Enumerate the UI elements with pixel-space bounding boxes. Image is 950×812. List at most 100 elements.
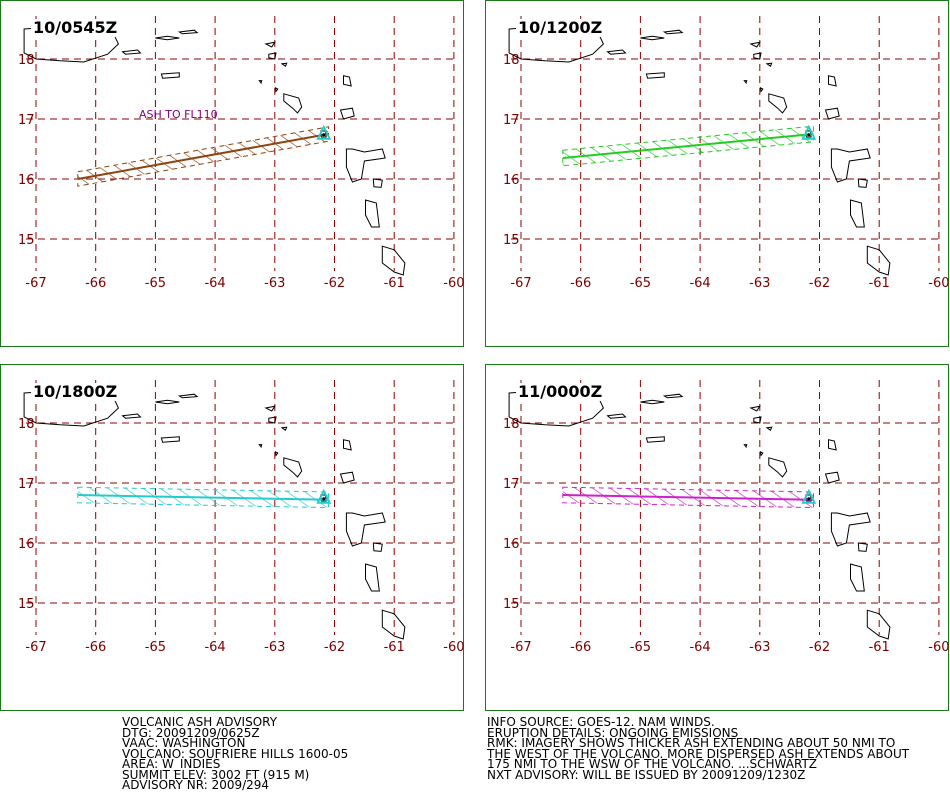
coastline-virgin-islands — [640, 35, 665, 41]
lon-tick-label: -65 — [630, 276, 651, 291]
lat-tick-label: 16 — [503, 173, 520, 188]
coastline-st-kitts-nevis — [283, 457, 303, 478]
coastline-barbuda — [343, 439, 352, 451]
ash-note: ASH TO FL110 — [139, 108, 218, 121]
volcano-marker-icon — [801, 488, 817, 504]
lon-tick-label: -66 — [85, 640, 106, 655]
advisory-line: VAAC: WASHINGTON — [122, 736, 246, 750]
lon-tick-label: -64 — [204, 640, 225, 655]
volcano-dot — [807, 133, 811, 137]
coastline-barbuda — [828, 439, 837, 451]
ash-cloud-axis — [562, 133, 814, 159]
advisory-right: INFO SOURCE: GOES-12. NAM WINDS. ERUPTIO… — [487, 716, 910, 780]
coastline-st-eustatius — [274, 450, 279, 457]
coastline-st-martin — [268, 52, 277, 60]
coastline-marie-galante — [857, 542, 868, 552]
volcano-marker-icon — [801, 124, 817, 140]
panel-title: 10/0545Z — [31, 18, 120, 37]
advisory-line: SUMMIT ELEV: 3002 FT (915 M) — [122, 767, 310, 782]
advisory-line: ADVISORY NR: 2009/294 — [122, 778, 270, 792]
coastline-st-martin — [753, 52, 762, 60]
lon-tick-label: -67 — [25, 276, 46, 291]
lon-tick-label: -65 — [145, 640, 166, 655]
lon-tick-label: -63 — [264, 276, 285, 291]
lon-tick-label: -64 — [689, 276, 710, 291]
map-panel-2: -67 -66 -65 -64 -63 -62 -61 -60 18 17 16 15 10/1200… — [485, 0, 950, 347]
coastline-saba — [743, 80, 748, 85]
lon-tick-label: -63 — [264, 640, 285, 655]
panel-title: 11/0000Z — [516, 382, 605, 401]
coastline-marie-galante — [372, 542, 383, 552]
coastline-guadeloupe — [830, 148, 871, 183]
coastline-vieques — [606, 49, 627, 55]
coastline-st-eustatius — [759, 86, 764, 93]
coastline-dominica — [850, 563, 865, 592]
coastline-st-kitts-nevis — [283, 93, 303, 114]
lon-tick-label: -62 — [809, 640, 830, 655]
lon-tick-label: -61 — [869, 640, 890, 655]
coastline-virgin-islands-2 — [662, 29, 684, 35]
coastline-vieques — [121, 413, 142, 419]
map-panel-1: -67 -66 -65 -64 -63 -62 -61 -60 18 17 16 15 10/0545… — [0, 0, 465, 347]
lon-tick-label: -65 — [145, 276, 166, 291]
coastline-vieques — [121, 49, 142, 55]
coastline-guadeloupe — [345, 148, 386, 183]
coastline-st-kitts-nevis — [768, 93, 788, 114]
coastline-virgin-islands-2 — [177, 29, 199, 35]
coastline-st-barth — [280, 426, 288, 431]
lat-tick-label: 18 — [18, 53, 35, 68]
coastline-antigua — [339, 107, 355, 120]
lon-tick-label: -61 — [869, 276, 890, 291]
lat-tick-label: 16 — [18, 173, 35, 188]
coastline-martinique — [866, 609, 891, 640]
coastline-anguilla — [749, 41, 761, 48]
lat-tick-label: 17 — [18, 477, 35, 492]
coastline-st-croix — [645, 72, 665, 79]
panel-title: 10/1200Z — [516, 18, 605, 37]
coastline-st-croix — [160, 436, 180, 443]
lon-tick-label: -60 — [928, 640, 949, 655]
map-panel-3: -67 -66 -65 -64 -63 -62 -61 -60 18 17 16 15 10/1800… — [0, 364, 465, 711]
coastline-guadeloupe — [345, 512, 386, 547]
advisory-line: THE WEST OF THE VOLCANO. MORE DISPERSED … — [487, 746, 910, 761]
lon-tick-label: -66 — [570, 640, 591, 655]
coastline-st-barth — [765, 62, 773, 67]
advisory-line: 175 NMI TO THE WSW OF THE VOLCANO. ...SC… — [487, 757, 817, 771]
panel-title: 10/1800Z — [31, 382, 120, 401]
lat-tick-label: 18 — [503, 417, 520, 432]
coastline-antigua — [824, 471, 840, 484]
map-panel-4: -67 -66 -65 -64 -63 -62 -61 -60 18 17 16 15 11/0000… — [485, 364, 950, 711]
ash-cloud-axis — [562, 494, 814, 501]
coastline-st-barth — [765, 426, 773, 431]
coastline-barbuda — [343, 75, 352, 87]
coastline-st-croix — [645, 436, 665, 443]
coastline-virgin-islands — [155, 399, 180, 405]
coastline-marie-galante — [372, 178, 383, 188]
lat-tick-label: 15 — [18, 233, 35, 248]
coastline-st-eustatius — [274, 86, 279, 93]
lat-tick-label: 17 — [18, 113, 35, 128]
lon-tick-label: -64 — [689, 640, 710, 655]
coastline-st-croix — [160, 72, 180, 79]
map-svg: -67 -66 -65 -64 -63 -62 -61 -60 18 17 16 15 — [503, 380, 950, 655]
lat-tick-label: 15 — [503, 233, 520, 248]
coastline-saba — [258, 444, 263, 449]
coastline-anguilla — [264, 405, 276, 412]
coastline-marie-galante — [857, 178, 868, 188]
coastline-antigua — [339, 471, 355, 484]
lat-tick-label: 15 — [503, 597, 520, 612]
lon-tick-label: -66 — [85, 276, 106, 291]
coastline-st-martin — [268, 416, 277, 424]
coastline-st-martin — [753, 416, 762, 424]
coastline-virgin-islands-2 — [662, 393, 684, 399]
lon-tick-label: -63 — [749, 276, 770, 291]
lon-tick-label: -67 — [25, 640, 46, 655]
coastline-vieques — [606, 413, 627, 419]
lat-tick-label: 18 — [18, 417, 35, 432]
volcano-marker-icon — [316, 124, 332, 140]
ash-cloud-axis — [77, 133, 329, 180]
advisory-line: RMK: IMAGERY SHOWS THICKER ASH EXTENDING… — [487, 736, 896, 750]
coastline-st-barth — [280, 62, 288, 67]
advisory-line: ERUPTION DETAILS: ONGOING EMISSIONS — [487, 725, 739, 740]
lon-tick-label: -65 — [630, 640, 651, 655]
